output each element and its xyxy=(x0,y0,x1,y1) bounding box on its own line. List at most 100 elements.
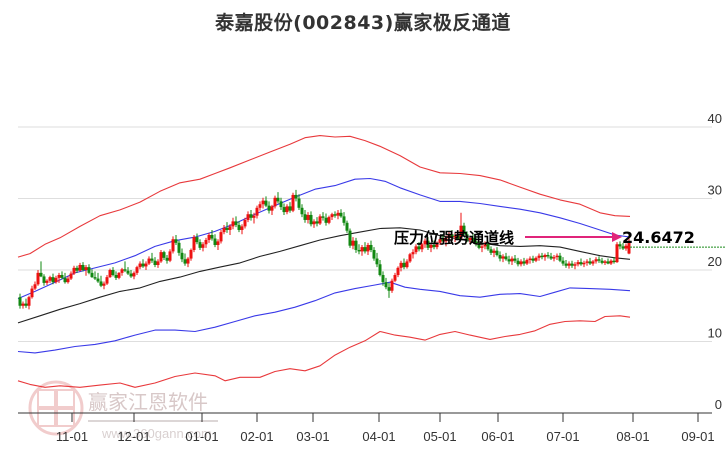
candle xyxy=(351,237,355,250)
candle xyxy=(504,252,508,261)
candle xyxy=(123,261,127,273)
candle xyxy=(309,211,313,227)
candle xyxy=(312,219,316,228)
candle xyxy=(141,259,145,268)
candle xyxy=(468,235,472,245)
candle xyxy=(225,222,229,233)
candle xyxy=(474,237,478,247)
candle xyxy=(198,239,202,250)
candle xyxy=(177,240,181,256)
candle xyxy=(399,260,403,272)
candle xyxy=(363,242,367,254)
candle xyxy=(579,258,583,266)
x-tick-label: 04-01 xyxy=(362,429,395,444)
candle xyxy=(48,275,52,283)
y-tick-label: 20 xyxy=(708,254,722,269)
candle xyxy=(96,272,100,283)
candle xyxy=(465,231,469,243)
candle xyxy=(258,201,262,211)
candle xyxy=(189,248,193,261)
candle xyxy=(210,229,214,241)
candle xyxy=(147,256,151,265)
x-tick-label: 02-01 xyxy=(240,429,273,444)
x-tick-label: 08-01 xyxy=(616,429,649,444)
candle xyxy=(618,241,622,250)
candle xyxy=(39,261,43,278)
y-tick-label: 30 xyxy=(708,183,722,198)
candle xyxy=(405,259,409,269)
candle xyxy=(582,260,586,268)
candle xyxy=(369,240,373,253)
middle-black-line-line xyxy=(17,227,631,324)
watermark-brand: 赢家江恩软件 xyxy=(88,390,208,414)
channel-lines xyxy=(17,135,631,388)
candle xyxy=(345,220,349,233)
candle xyxy=(531,255,535,263)
candle xyxy=(600,257,604,265)
candle xyxy=(162,250,166,260)
watermark: 赢家江恩软件 www.360gann.com xyxy=(28,380,218,441)
lower-red-band-line xyxy=(17,315,631,388)
candle xyxy=(480,244,484,253)
candle xyxy=(501,254,505,263)
candle xyxy=(165,254,169,264)
candle xyxy=(195,233,199,245)
candle xyxy=(222,224,226,235)
candle xyxy=(507,255,511,265)
candle xyxy=(450,229,454,240)
candle xyxy=(537,253,541,261)
candle xyxy=(267,201,271,214)
candle xyxy=(357,244,361,255)
candle xyxy=(354,237,358,253)
candle xyxy=(498,251,502,262)
candle xyxy=(99,275,103,288)
candle xyxy=(408,252,412,263)
candle xyxy=(264,196,268,208)
candle xyxy=(435,241,439,250)
candle xyxy=(513,254,517,263)
candle xyxy=(609,259,613,265)
candle xyxy=(447,232,451,241)
candle xyxy=(87,264,91,275)
candle xyxy=(201,242,205,252)
x-tick-label: 01-01 xyxy=(185,429,218,444)
candle xyxy=(603,259,607,265)
candle xyxy=(240,224,244,235)
upper-blue-band-line xyxy=(17,177,631,300)
candle xyxy=(591,259,595,266)
candle xyxy=(489,246,493,255)
pressure-annotation: 压力位强势通道线 24.6472 xyxy=(394,228,726,248)
candle xyxy=(51,273,55,285)
candle xyxy=(471,233,475,243)
y-tick-label: 0 xyxy=(715,397,722,412)
candle xyxy=(606,258,610,265)
candle xyxy=(432,240,436,250)
candle xyxy=(66,276,70,284)
candle xyxy=(135,265,139,276)
candle xyxy=(360,244,364,256)
x-axis: 11-01 12-01 01-01 02-01 03-01 04-01 05-01 06-01… xyxy=(18,412,715,444)
candle xyxy=(516,257,520,267)
candle xyxy=(180,248,184,263)
candle xyxy=(192,234,196,253)
candle xyxy=(486,240,490,251)
watermark-logo-icon xyxy=(28,380,84,436)
candle xyxy=(297,194,301,210)
y-tick-label: 10 xyxy=(708,326,722,341)
candle xyxy=(276,192,280,204)
candle xyxy=(231,217,235,230)
candle xyxy=(333,211,337,218)
candle xyxy=(90,269,94,278)
candle xyxy=(186,257,190,268)
candle xyxy=(120,267,124,276)
candle xyxy=(159,249,163,263)
candle xyxy=(549,252,553,260)
candle xyxy=(426,237,430,250)
candle xyxy=(279,197,283,210)
candle xyxy=(342,212,346,226)
candle xyxy=(393,272,397,283)
candle xyxy=(459,212,463,240)
candle xyxy=(348,228,352,248)
candle xyxy=(567,261,571,269)
candle xyxy=(552,254,556,262)
